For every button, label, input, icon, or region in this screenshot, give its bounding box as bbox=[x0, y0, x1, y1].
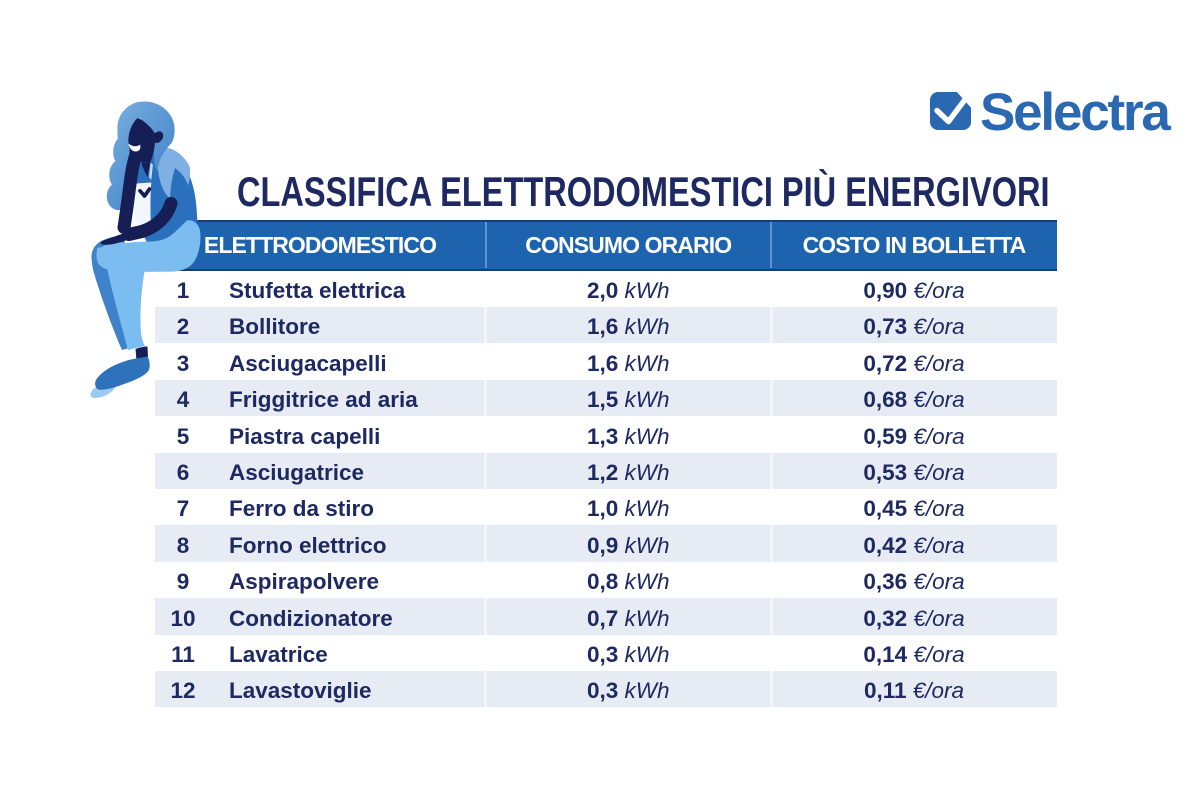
svg-text:Selectra: Selectra bbox=[980, 83, 1171, 140]
